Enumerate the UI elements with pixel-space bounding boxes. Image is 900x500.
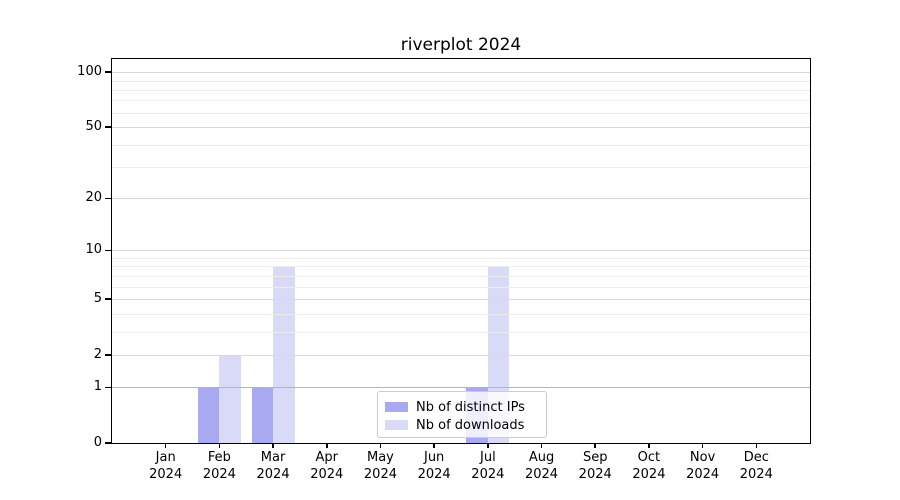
x-tick-month: May	[367, 450, 394, 465]
gridline-minor-60	[112, 112, 810, 114]
x-tick-jun	[433, 443, 435, 448]
x-tick-year: 2024	[686, 466, 720, 482]
x-tick-jan	[164, 443, 167, 448]
legend-entry-downloads: Nb of downloads	[385, 416, 540, 434]
x-tick-mar	[272, 443, 274, 448]
x-tick-month: Aug	[528, 450, 555, 465]
gridline-minor-30	[112, 167, 810, 169]
x-tick-label-feb: Feb 2024	[189, 450, 249, 483]
gridline-major-100	[112, 72, 810, 74]
y-tick-label-50: 50	[85, 119, 102, 135]
gridline-minor-3	[112, 331, 810, 333]
x-tick-label-jun: Jun 2024	[404, 450, 464, 483]
chart-title: riverplot 2024	[400, 35, 522, 55]
y-tick-label-1: 1	[93, 379, 102, 395]
x-tick-year: 2024	[739, 466, 773, 482]
x-tick-year: 2024	[471, 466, 505, 482]
x-tick-label-jul: Jul 2024	[458, 450, 518, 483]
x-tick-label-mar: Mar 2024	[243, 450, 303, 483]
legend-swatch-downloads	[385, 420, 408, 430]
gridline-minor-90	[112, 80, 810, 82]
bar-ips-feb	[197, 387, 220, 443]
gridline-major-20	[112, 198, 810, 200]
gridline-major-10	[112, 250, 810, 252]
x-tick-label-aug: Aug 2024	[512, 450, 572, 483]
y-tick-label-20: 20	[85, 190, 102, 206]
y-tick-5	[105, 298, 111, 300]
gridline-minor-70	[112, 100, 810, 102]
gridline-major-1	[112, 387, 810, 389]
x-tick-aug	[540, 443, 543, 448]
y-tick-label-5: 5	[93, 291, 102, 307]
x-tick-label-dec: Dec 2024	[726, 450, 786, 483]
x-tick-nov	[701, 443, 704, 448]
x-tick-may	[379, 443, 382, 448]
x-tick-apr	[325, 443, 328, 448]
bar-downloads-feb	[219, 354, 241, 443]
legend-label-distinct-ips: Nb of distinct IPs	[416, 399, 525, 415]
x-tick-label-jan: Jan 2024	[136, 450, 196, 483]
gridline-major-5	[112, 299, 810, 301]
x-tick-month: Mar	[260, 450, 286, 465]
y-tick-2	[105, 353, 111, 356]
x-tick-year: 2024	[149, 466, 183, 482]
y-tick-label-0: 0	[93, 435, 102, 450]
y-tick-1	[105, 386, 111, 389]
gridline-minor-7	[112, 275, 810, 277]
x-tick-month: Nov	[689, 450, 716, 465]
y-tick-label-100: 100	[77, 64, 102, 80]
y-tick-20	[105, 197, 111, 200]
x-tick-oct	[648, 443, 650, 448]
legend-swatch-distinct-ips	[385, 402, 408, 412]
x-tick-month: Jun	[423, 450, 445, 465]
gridline-minor-6	[112, 286, 810, 288]
x-tick-year: 2024	[417, 466, 451, 482]
x-tick-month: Sep	[582, 450, 608, 465]
x-tick-label-may: May 2024	[350, 450, 410, 483]
y-tick-label-2: 2	[93, 346, 102, 362]
x-tick-year: 2024	[632, 466, 666, 482]
gridline-major-2	[112, 354, 810, 356]
x-tick-label-apr: Apr 2024	[297, 450, 357, 483]
gridline-minor-8	[112, 266, 810, 268]
legend-label-downloads: Nb of downloads	[416, 417, 525, 433]
x-tick-month: Jul	[480, 450, 496, 465]
x-tick-label-nov: Nov 2024	[673, 450, 733, 483]
x-tick-year: 2024	[202, 466, 236, 482]
x-tick-month: Jan	[155, 450, 176, 465]
gridline-major-50	[112, 127, 810, 129]
x-tick-label-oct: Oct 2024	[619, 450, 679, 483]
y-tick-100	[105, 71, 111, 73]
gridline-minor-40	[112, 144, 810, 146]
x-tick-dec	[755, 443, 758, 448]
x-tick-sep	[594, 443, 597, 448]
y-tick-0	[105, 442, 111, 444]
x-tick-feb	[218, 443, 221, 448]
bar-ips-mar	[251, 387, 274, 443]
x-tick-jul	[487, 443, 489, 448]
x-tick-month: Feb	[207, 450, 231, 465]
x-tick-month: Dec	[743, 450, 769, 465]
y-tick-10	[105, 249, 111, 252]
y-tick-50	[105, 126, 111, 128]
gridline-minor-80	[112, 89, 810, 91]
plot-area	[112, 59, 810, 443]
x-tick-year: 2024	[310, 466, 344, 482]
y-tick-label-10: 10	[85, 242, 102, 258]
x-tick-year: 2024	[363, 466, 397, 482]
gridline-minor-9	[112, 257, 810, 259]
legend-entry-distinct-ips: Nb of distinct IPs	[385, 398, 540, 416]
x-tick-month: Apr	[315, 450, 339, 465]
x-tick-year: 2024	[578, 466, 612, 482]
x-tick-year: 2024	[256, 466, 290, 482]
x-tick-month: Oct	[637, 450, 661, 465]
x-tick-year: 2024	[524, 466, 559, 482]
legend: Nb of distinct IPs Nb of downloads	[377, 391, 547, 438]
x-tick-label-sep: Sep 2024	[565, 450, 625, 483]
gridline-minor-4	[112, 313, 810, 315]
